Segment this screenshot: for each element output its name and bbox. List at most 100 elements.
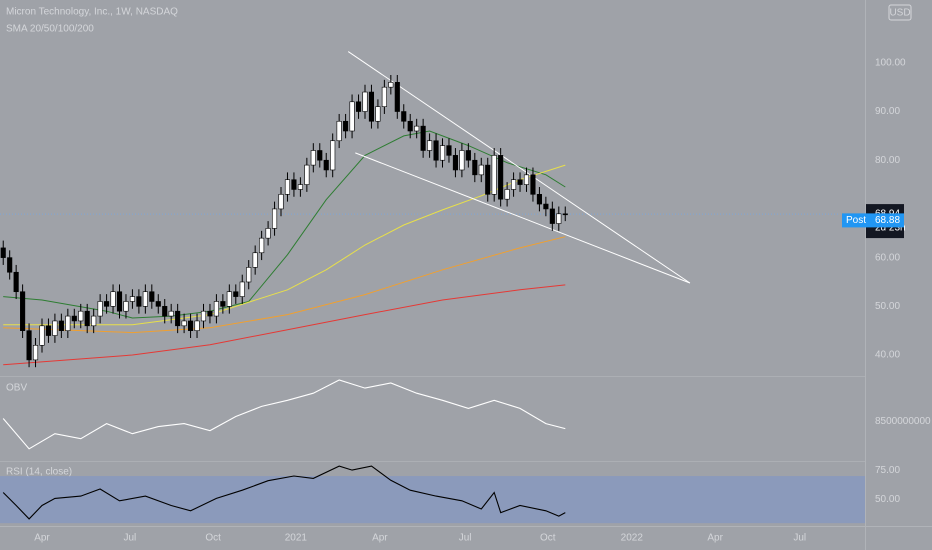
candle-body: [439, 145, 446, 161]
candle-body: [297, 184, 303, 190]
sma-line: [3, 284, 566, 366]
candle-body: [252, 252, 258, 268]
y-tick-label: 75.00: [875, 465, 900, 476]
candle-body: [556, 213, 562, 224]
post-tag: [842, 213, 866, 228]
post-label: Post: [846, 215, 866, 226]
candle-body: [278, 194, 284, 210]
candle-body: [26, 330, 32, 361]
post-price: 68.88: [875, 215, 900, 226]
candle-body: [472, 159, 478, 176]
candle-body: [91, 315, 97, 327]
y-tick-label: 60.00: [875, 252, 900, 263]
sma-line: [3, 236, 566, 334]
candle-body: [330, 140, 336, 171]
candle-body: [39, 325, 45, 346]
candle-body: [200, 310, 207, 322]
x-tick-label: Jul: [459, 533, 472, 544]
candle-body: [45, 325, 52, 336]
x-tick-label: Apr: [34, 533, 50, 544]
candle-body: [420, 125, 426, 151]
candle-body: [7, 257, 13, 273]
post-price-box: [866, 213, 904, 228]
candle-body: [304, 164, 310, 185]
currency-box[interactable]: [888, 4, 912, 21]
candle-body: [394, 82, 400, 112]
candle-body: [485, 164, 491, 195]
candle-body: [104, 301, 110, 307]
candle-body: [71, 315, 77, 322]
y-tick-label: 90.00: [875, 106, 900, 117]
obv-title: OBV: [6, 383, 27, 394]
candle-body: [465, 150, 471, 161]
candle-body: [401, 111, 407, 122]
indicator-label: SMA 20/50/100/200: [6, 24, 94, 35]
candle-body: [129, 296, 135, 302]
candle-body: [504, 189, 510, 200]
trendline: [355, 152, 691, 284]
candle-body: [20, 291, 26, 331]
candle-body: [388, 82, 394, 88]
y-tick-label: 8500000000: [875, 416, 931, 427]
candle-body: [355, 101, 362, 112]
y-tick-label: 100.00: [875, 57, 906, 68]
candle-body: [116, 291, 123, 312]
candle-body: [194, 320, 200, 331]
currency[interactable]: USD: [889, 8, 910, 19]
candle-body: [13, 271, 19, 293]
x-tick-label: Jul: [123, 533, 136, 544]
candle-body: [407, 120, 413, 132]
candle-body: [142, 291, 148, 307]
countdown: 2d 23h: [875, 223, 906, 234]
candle-body: [336, 120, 342, 142]
candle-body: [155, 301, 161, 307]
candle-body: [523, 174, 530, 185]
candle-body: [368, 91, 375, 122]
candle-body: [32, 344, 39, 361]
candle-body: [168, 310, 174, 317]
candle-body: [213, 301, 219, 317]
candle-body: [207, 310, 213, 317]
candle-body: [323, 159, 329, 171]
y-tick-label: 50.00: [875, 494, 900, 505]
candle-body: [0, 247, 6, 258]
candle-body: [498, 155, 504, 200]
indicator-line: [2, 465, 566, 520]
candle-body: [265, 228, 271, 239]
candle-body: [58, 320, 64, 331]
candle-body: [452, 155, 458, 171]
candle-body: [226, 291, 232, 307]
candle-body: [478, 164, 484, 176]
candle-body: [291, 179, 297, 190]
candle-body: [381, 86, 387, 107]
candle-body: [349, 101, 355, 132]
candle-body: [362, 91, 368, 112]
candle-body: [239, 281, 245, 297]
y-tick-label: 40.00: [875, 350, 900, 361]
candle-body: [343, 120, 349, 132]
candle-body: [162, 306, 168, 317]
candle-body: [181, 320, 187, 327]
x-tick-label: Jul: [793, 533, 806, 544]
candle-body: [317, 150, 323, 161]
x-tick-label: 2022: [621, 533, 644, 544]
x-tick-label: 2021: [285, 533, 308, 544]
candle-body: [414, 125, 420, 132]
indicator-line: [2, 379, 566, 450]
trendline: [347, 51, 691, 284]
candle-body: [52, 320, 58, 336]
candle-body: [310, 150, 316, 166]
rsi-band: [0, 476, 865, 524]
candle-body: [220, 301, 226, 307]
candle-body: [175, 310, 181, 327]
rsi-title: RSI (14, close): [6, 467, 72, 478]
candle-body: [511, 179, 517, 190]
y-tick-label: 80.00: [875, 155, 900, 166]
x-tick-label: Apr: [372, 533, 388, 544]
candle-body: [97, 301, 103, 317]
candle-body: [491, 155, 497, 195]
chart-title: Micron Technology, Inc., 1W, NASDAQ: [6, 7, 178, 18]
candle-body: [110, 291, 116, 307]
candle-body: [233, 291, 239, 297]
x-tick-label: Apr: [707, 533, 723, 544]
